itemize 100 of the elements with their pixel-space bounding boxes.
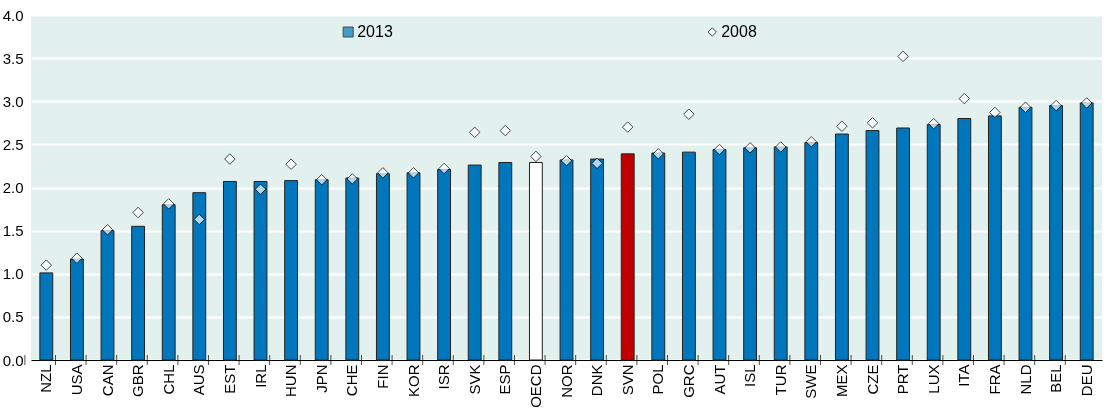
bar (498, 161, 513, 361)
bar (192, 192, 207, 361)
point (866, 117, 879, 129)
x-tick-label: POL (649, 364, 667, 395)
x-tick-label: ESP (496, 364, 514, 395)
point (591, 157, 603, 170)
y-tick-label: 3.0 (2, 92, 24, 110)
x-tick-label: NZL (37, 364, 55, 393)
x-tick-label: TUR (771, 364, 789, 396)
bar (314, 179, 329, 361)
point (101, 224, 114, 236)
bar (773, 146, 788, 361)
bar (957, 118, 972, 361)
point (224, 153, 236, 165)
x-tick-label: USA (67, 364, 85, 396)
x-tick-label: DEU (1077, 364, 1095, 397)
point (40, 259, 53, 271)
legend-label: 2008 (721, 23, 757, 40)
bar (559, 159, 574, 361)
x-tick-label: FRA (985, 364, 1003, 395)
x-tick-label: NLD (1016, 364, 1034, 395)
x-tick-label: JPN (312, 364, 330, 393)
bar (926, 124, 941, 361)
x-tick-label: ISR (435, 364, 453, 390)
point (774, 141, 787, 153)
bar (39, 272, 54, 361)
point (193, 213, 206, 226)
bar (131, 225, 146, 361)
bar (161, 204, 176, 361)
y-tick-label: 3.5 (2, 49, 24, 67)
x-tick-label: BEL (1047, 364, 1065, 393)
point (621, 121, 634, 133)
point (989, 106, 1001, 119)
point (713, 143, 726, 156)
bar (1079, 102, 1094, 361)
point (652, 148, 665, 160)
bar (804, 142, 819, 361)
point (836, 120, 848, 133)
point (438, 162, 450, 175)
x-tick-label: AUT (710, 364, 728, 395)
y-tick-label: 2.0 (2, 179, 24, 196)
point (71, 252, 83, 264)
point (407, 167, 420, 179)
y-tick-label: 1.0 (2, 265, 24, 283)
bar (1049, 105, 1064, 361)
bar (375, 173, 390, 361)
point (1080, 97, 1093, 109)
x-tick-label: AUS (190, 364, 208, 396)
x-tick-label: CAN (98, 364, 116, 397)
x-tick-label: OECD (526, 364, 544, 408)
bar (651, 152, 666, 361)
bar (712, 149, 727, 361)
legend-label: 2013 (357, 23, 393, 40)
bar (1018, 106, 1033, 361)
y-tick-label: 0.0 (2, 351, 24, 369)
point (744, 142, 756, 154)
bar (345, 177, 360, 361)
x-tick-label: SVK (465, 364, 483, 395)
x-tick-label: KOR (404, 364, 422, 398)
x-tick-label: PRT (894, 364, 912, 395)
bar (100, 230, 115, 361)
bar (284, 180, 299, 361)
bar (681, 151, 696, 361)
bar (620, 153, 635, 361)
bar (69, 258, 84, 361)
bar (865, 130, 880, 361)
bar (743, 147, 758, 361)
point (377, 167, 389, 179)
x-tick-label: GRC (679, 364, 697, 398)
bar (437, 168, 452, 361)
point (1019, 101, 1032, 114)
x-tick-label: ISL (741, 364, 759, 388)
x-tick-label: HUN (282, 364, 300, 397)
bar (253, 180, 268, 361)
point (346, 173, 359, 185)
y-tick-label: 0.5 (2, 308, 24, 326)
y-tick-label: 2.5 (2, 135, 24, 153)
point (927, 117, 940, 130)
x-tick-label: CZE (863, 364, 881, 395)
bar (222, 180, 237, 361)
bar (834, 133, 849, 361)
bar (987, 115, 1002, 361)
point (162, 198, 175, 210)
bar (467, 164, 482, 361)
point (132, 206, 144, 219)
x-tick-label: FIN (373, 364, 391, 389)
point (530, 150, 542, 163)
point (897, 50, 909, 63)
point (1050, 99, 1062, 112)
y-tick-label: 1.5 (2, 222, 24, 240)
x-tick-label: DNK (588, 364, 606, 397)
point (958, 92, 971, 105)
point (254, 183, 267, 195)
point (315, 173, 328, 186)
x-tick-label: CHE (343, 364, 361, 397)
x-tick-label: SWE (802, 364, 820, 399)
point (683, 108, 695, 120)
point (285, 158, 297, 170)
x-tick-label: IRL (251, 364, 269, 388)
x-tick-label: GBR (129, 364, 147, 398)
